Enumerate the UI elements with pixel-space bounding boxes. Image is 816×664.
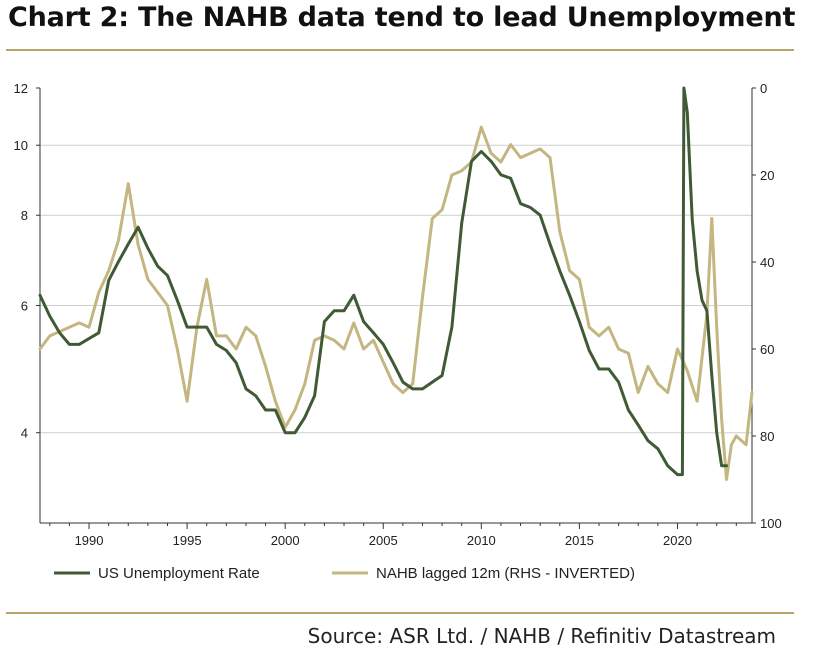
series: [38, 86, 754, 481]
y-right-tick-label-80: 80: [760, 429, 774, 444]
y-right-tick-label-20: 20: [760, 168, 774, 183]
y-left-tick-label-8: 8: [21, 208, 28, 223]
source-note: Source: ASR Ltd. / NAHB / Refinitiv Data…: [307, 624, 776, 648]
y-right-tick-label-0: 0: [760, 81, 767, 96]
series-line-unemployment: [38, 86, 728, 477]
gridlines: [40, 144, 752, 434]
legend: US Unemployment Rate NAHB lagged 12m (RH…: [54, 565, 635, 582]
chart-title: Chart 2: The NAHB data tend to lead Unem…: [8, 2, 796, 33]
axes: 4 6 8 10 12 0 20 40 60 80 100 1990 1995 2000 2005 2010 2…: [14, 81, 782, 548]
x-tick-label-2005: 2005: [369, 533, 398, 548]
y-right-tick-label-60: 60: [760, 342, 774, 357]
x-tick-label-1995: 1995: [173, 533, 202, 548]
x-tick-label-2015: 2015: [565, 533, 594, 548]
top-divider: [6, 49, 794, 51]
x-tick-label-1990: 1990: [75, 533, 104, 548]
x-tick-label-2020: 2020: [663, 533, 692, 548]
y-right-tick-label-40: 40: [760, 255, 774, 270]
series-line-nahb: [38, 125, 754, 481]
x-tick-label-2010: 2010: [467, 533, 496, 548]
y-right-tick-label-100: 100: [760, 516, 782, 531]
y-left-tick-label-10: 10: [14, 138, 28, 153]
x-tick-label-2000: 2000: [271, 533, 300, 548]
y-left-tick-label-4: 4: [21, 426, 28, 441]
legend-label-nahb: NAHB lagged 12m (RHS - INVERTED): [376, 565, 635, 582]
bottom-divider: [6, 612, 794, 614]
chart: 4 6 8 10 12 0 20 40 60 80 100 1990 1995 2000 2005 2010 2…: [14, 81, 782, 582]
y-left-tick-label-12: 12: [14, 81, 28, 96]
y-left-tick-label-6: 6: [21, 299, 28, 314]
legend-label-unemployment: US Unemployment Rate: [98, 565, 260, 582]
